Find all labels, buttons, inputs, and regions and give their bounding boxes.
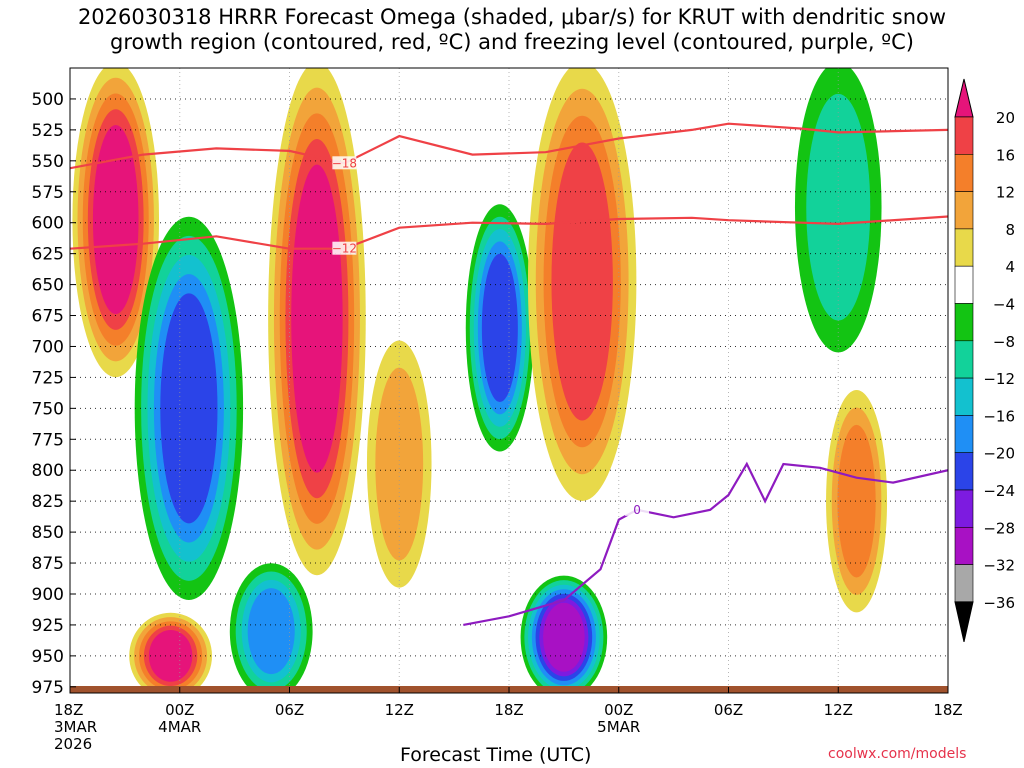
colorbar-bin-12 [954,564,974,603]
colorbar-bin-10 [954,489,974,528]
x-tick-label-8: 18Z [933,701,963,719]
omega-band [806,93,871,321]
contour-label-bg-2 [625,502,650,516]
x-tick-label-7: 12Z [823,701,853,719]
y-axis-labels: 500 525 550 575 600 625 650 675 700 725 750 775 800 8… [32,90,76,698]
colorbar-label-5: −4 [993,296,1015,314]
y-tick-label-625: 625 [32,245,64,265]
y-tick-label-600: 600 [32,214,64,234]
y-tick-label-850: 850 [32,523,64,543]
y-tick-label-975: 975 [32,678,64,698]
omega-band [247,588,295,675]
colorbar-label-4: 4 [1005,258,1015,276]
contour-label-2: 0 [633,503,641,517]
colorbar-bin-11 [954,526,974,565]
contour-layer: −18 −12 0 [70,122,948,626]
y-tick-label-800: 800 [32,461,64,481]
y-tick-label-775: 775 [32,430,64,450]
x-tick-label-0: 18Z 3MAR 2026 [54,701,98,753]
omega-shading-layer [72,68,888,693]
contour-2 [463,461,948,626]
y-tick-label-825: 825 [32,492,64,512]
y-tick-label-725: 725 [32,368,64,388]
y-tick-label-925: 925 [32,616,64,636]
omega-feature-5 [527,68,637,501]
omega-feature-4 [465,204,534,452]
colorbar-bin-8 [954,415,974,453]
y-tick-label-900: 900 [32,585,64,605]
omega-feature-2 [268,68,366,576]
y-tick-label-875: 875 [32,554,64,574]
colorbar-bin-6 [954,340,974,379]
y-tick-label-550: 550 [32,152,64,172]
chart-title-line1: 2026030318 HRRR Forecast Omega (shaded, … [77,5,947,29]
colorbar-bin-5 [954,303,974,342]
omega-band [551,142,613,421]
y-tick-label-700: 700 [32,337,64,357]
colorbar-bin-9 [954,452,974,491]
colorbar-label-12: −32 [983,557,1015,575]
x-tick-label-5: 00Z 5MAR [597,701,641,736]
omega-feature-6 [520,575,608,693]
colorbar-label-7: −12 [983,370,1015,388]
colorbar-bin-7 [954,377,974,416]
colorbar-label-1: 16 [996,146,1015,164]
colorbar-label-9: −20 [983,445,1015,463]
x-tick-label-1: 00Z 4MAR [158,701,202,736]
colorbar-label-6: −8 [993,333,1015,351]
contour-0 [70,122,948,170]
omega-band [291,164,343,473]
colorbar-label-3: 8 [1005,221,1015,239]
y-tick-label-950: 950 [32,647,64,667]
x-axis-title: Forecast Time (UTC) [400,744,592,766]
colorbar-bin-0 [954,116,974,155]
omega-band [837,424,876,578]
omega-band [481,253,518,403]
colorbar-bin-3 [954,228,974,267]
colorbar-label-2: 12 [996,184,1015,202]
omega-feature-0 [72,68,160,378]
omega-feature-7 [794,68,882,353]
x-tick-label-4: 18Z [494,701,524,719]
contour-1 [70,215,948,250]
y-tick-label-575: 575 [32,183,64,203]
colorbar-label-0: 20 [996,109,1015,127]
x-tick-label-2: 06Z [274,701,305,719]
contour-label-1: −12 [332,242,357,256]
omega-feature-1 [134,216,244,600]
omega-band [160,293,218,524]
y-tick-label-650: 650 [32,276,64,296]
credit-text: coolwx.com/models [828,746,967,762]
colorbar-label-8: −16 [983,407,1015,425]
colorbar-label-10: −24 [983,482,1015,500]
contour-label-bg-0 [332,156,357,170]
omega-feature-8 [826,389,888,613]
colorbar-bin-4 [954,265,974,304]
colorbar-bin-1 [954,154,974,192]
colorbar-bottom-extend [954,601,974,643]
x-tick-label-6: 06Z [713,701,744,719]
y-tick-label-500: 500 [32,90,64,110]
colorbar-top-extend [954,78,974,118]
contour-label-0: −18 [332,156,357,170]
x-tick-label-3: 12Z [384,701,414,719]
colorbar-bin-2 [954,191,974,230]
omega-band [92,125,139,315]
omega-band [543,602,585,672]
y-tick-label-750: 750 [32,399,64,419]
omega-feature-9 [229,563,313,693]
y-tick-label-675: 675 [32,307,64,327]
y-tick-label-525: 525 [32,121,64,141]
chart-title-line2: growth region (contoured, red, ºC) and f… [110,30,914,54]
colorbar-label-11: −28 [983,519,1015,537]
x-axis-ticks [69,687,949,693]
colorbar-label-13: −36 [983,594,1015,612]
contour-label-bg-1 [332,241,357,255]
colorbar: 20 16 12 8 4 −4 −8 −12 −16 −20 −24 −28 −32 −36 [954,78,1015,643]
